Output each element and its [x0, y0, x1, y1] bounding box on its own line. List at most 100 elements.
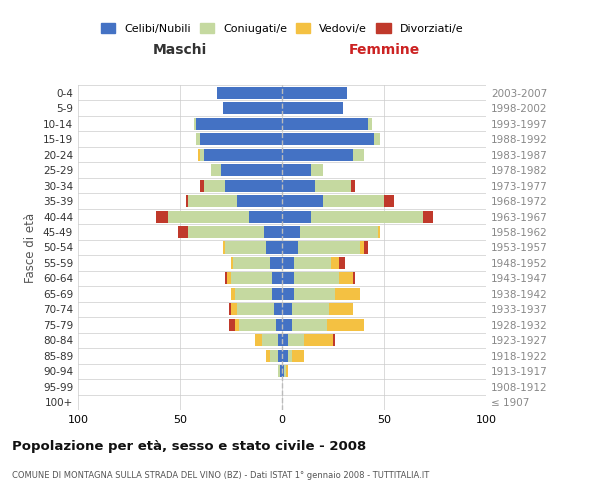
Bar	[282, 288, 294, 300]
Bar	[282, 366, 284, 378]
Bar	[352, 180, 355, 192]
Bar	[282, 242, 298, 254]
Bar	[282, 180, 314, 192]
Bar	[229, 319, 235, 331]
Bar	[282, 319, 292, 331]
Bar	[280, 366, 282, 378]
Bar	[205, 180, 225, 192]
Bar	[329, 304, 353, 316]
Bar	[301, 226, 378, 238]
Bar	[262, 334, 278, 346]
Bar	[288, 350, 292, 362]
Y-axis label: Fasce di età: Fasce di età	[25, 212, 37, 282]
Bar	[327, 319, 364, 331]
Bar	[294, 257, 331, 269]
Bar	[231, 304, 237, 316]
Bar	[256, 334, 262, 346]
Bar	[282, 226, 301, 238]
Bar	[311, 210, 423, 222]
Bar	[282, 118, 368, 130]
Bar	[266, 242, 282, 254]
Bar	[237, 304, 274, 316]
Bar	[155, 210, 168, 222]
Text: COMUNE DI MONTAGNA SULLA STRADA DEL VINO (BZ) - Dati ISTAT 1° gennaio 2008 - TUT: COMUNE DI MONTAGNA SULLA STRADA DEL VINO…	[12, 470, 429, 480]
Bar	[282, 272, 294, 284]
Bar	[282, 350, 288, 362]
Bar	[294, 272, 339, 284]
Bar	[353, 272, 355, 284]
Bar	[231, 257, 233, 269]
Bar	[178, 226, 188, 238]
Bar	[225, 272, 227, 284]
Bar	[314, 180, 352, 192]
Bar	[223, 102, 282, 114]
Bar	[199, 148, 200, 160]
Bar	[378, 226, 380, 238]
Bar	[284, 366, 286, 378]
Bar	[292, 304, 329, 316]
Bar	[286, 366, 288, 378]
Bar	[292, 319, 327, 331]
Bar	[292, 350, 304, 362]
Bar	[282, 210, 311, 222]
Bar	[239, 319, 276, 331]
Bar	[200, 133, 282, 145]
Bar	[368, 118, 372, 130]
Bar	[282, 86, 347, 99]
Bar	[188, 226, 263, 238]
Bar	[339, 257, 345, 269]
Bar	[200, 148, 205, 160]
Bar	[276, 319, 282, 331]
Bar	[282, 304, 292, 316]
Bar	[217, 86, 282, 99]
Legend: Celibi/Nubili, Coniugati/e, Vedovi/e, Divorziati/e: Celibi/Nubili, Coniugati/e, Vedovi/e, Di…	[97, 19, 467, 38]
Bar	[266, 350, 270, 362]
Bar	[196, 133, 200, 145]
Bar	[282, 102, 343, 114]
Bar	[250, 210, 282, 222]
Bar	[194, 118, 196, 130]
Bar	[339, 272, 353, 284]
Bar	[270, 350, 278, 362]
Bar	[211, 164, 221, 176]
Bar	[227, 272, 231, 284]
Bar	[225, 242, 266, 254]
Bar	[272, 272, 282, 284]
Bar	[235, 288, 272, 300]
Bar	[311, 164, 323, 176]
Bar	[282, 334, 288, 346]
Bar	[225, 180, 282, 192]
Bar	[333, 334, 335, 346]
Bar	[423, 210, 433, 222]
Bar	[359, 242, 364, 254]
Bar	[298, 242, 359, 254]
Text: Popolazione per età, sesso e stato civile - 2008: Popolazione per età, sesso e stato civil…	[12, 440, 366, 453]
Text: Maschi: Maschi	[153, 44, 207, 58]
Bar	[235, 319, 239, 331]
Bar	[335, 288, 359, 300]
Bar	[237, 195, 282, 207]
Bar	[221, 164, 282, 176]
Text: Femmine: Femmine	[349, 44, 419, 58]
Bar	[282, 148, 353, 160]
Bar	[282, 164, 311, 176]
Bar	[186, 195, 188, 207]
Bar	[364, 242, 368, 254]
Bar	[270, 257, 282, 269]
Bar	[168, 210, 250, 222]
Bar	[200, 180, 205, 192]
Bar	[233, 257, 270, 269]
Bar	[331, 257, 339, 269]
Bar	[282, 257, 294, 269]
Bar	[205, 148, 282, 160]
Bar	[282, 133, 374, 145]
Bar	[278, 366, 280, 378]
Bar	[231, 288, 235, 300]
Bar	[374, 133, 380, 145]
Bar	[304, 334, 333, 346]
Bar	[288, 334, 304, 346]
Bar	[323, 195, 384, 207]
Bar	[278, 334, 282, 346]
Bar	[274, 304, 282, 316]
Bar	[231, 272, 272, 284]
